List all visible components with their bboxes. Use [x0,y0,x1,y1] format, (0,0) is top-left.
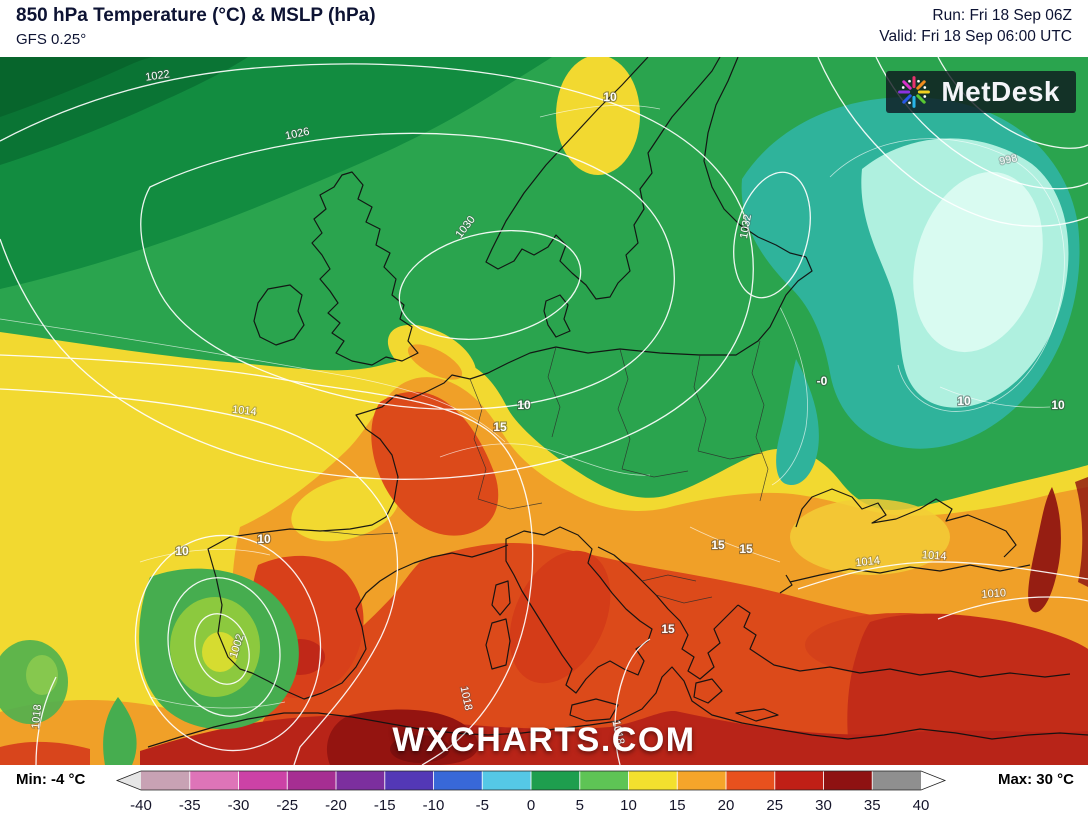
colorbar-tick-label: -15 [374,797,396,814]
colorbar-tip-right [921,771,945,790]
colorbar-segment [872,771,921,790]
metdesk-logo-text: MetDesk [941,76,1060,107]
colorbar-tick-label: 25 [766,797,783,814]
metdesk-logo: MetDesk [886,71,1076,113]
isobar-label: 1022 [145,68,171,83]
temp-label: 15 [493,420,507,434]
page-title: 850 hPa Temperature (°C) & MSLP (hPa) [16,5,376,26]
watermark: WXCHARTS.COM [392,721,696,759]
isobar-lines [0,56,1088,766]
isobar-label: 998 [998,152,1018,168]
colorbar-segment [384,771,434,790]
colorbar-tick-label: -10 [423,797,445,814]
colorbar-tick-label: -35 [179,797,201,814]
model-label: GFS 0.25° [16,31,87,48]
temp-label: 10 [603,90,617,104]
colorbar-segment [726,771,775,790]
colorbar-tick-label: 15 [669,797,686,814]
colorbar-tick-label: 0 [527,797,535,814]
isobar-label: 1014 [232,404,258,418]
temperature-field [0,55,1088,765]
coastlines [147,56,1088,748]
temp-label: 15 [711,538,725,552]
temp-label: 10 [957,394,971,408]
valid-label: Valid: Fri 18 Sep 06:00 UTC [879,28,1072,45]
colorbar-tick-label: 5 [576,797,584,814]
colorbar-tick-label: -30 [228,797,250,814]
colorbar-segment [433,771,483,790]
country-borders [321,340,769,604]
colorbar-tick-label: 10 [620,797,637,814]
colorbar-segment [238,771,288,790]
temp-label: 10 [517,398,531,412]
metdesk-star-icon [898,76,931,108]
colorbar: -40 -35 -30 -25 -20 -15 -10 -5 0 5 10 15 20 25 30 35 40 [115,770,947,814]
colorbar-segment [774,771,824,790]
colorbar-max-label: Max: 30 °C [997,771,1074,788]
run-info: Run: Fri 18 Sep 06Z Valid: Fri 18 Sep 06… [879,5,1072,47]
legend-footer: -40 -35 -30 -25 -20 -15 -10 -5 0 5 10 15 20 25 30 35 40 … [0,765,1088,833]
isobar-label: 1032 [738,213,754,239]
colorbar-segment [531,771,580,790]
temp-label: 10 [257,532,271,546]
colorbar-segment [141,771,190,790]
colorbar-outline [115,770,947,791]
colorbar-segment [336,771,385,790]
colorbar-tick-label: 20 [718,797,735,814]
colorbar-tick-label: 30 [815,797,832,814]
colorbar-segment [287,771,336,790]
colorbar-segment [482,771,531,790]
colorbar-tick-label: -25 [276,797,298,814]
temp-contour-lines [0,104,1065,709]
header: 850 hPa Temperature (°C) & MSLP (hPa) GF… [0,0,1088,57]
weather-map: 1022 1026 1030 1032 998 1014 1002 1018 1018 1018 1… [0,55,1088,766]
colorbar-segment [677,771,726,790]
colorbar-tick-label: -20 [325,797,347,814]
colorbar-min-label: Min: -4 °C [16,771,86,788]
isobar-label: 1014 [855,555,881,569]
temp-label: 10 [175,544,189,558]
colorbar-segment [823,771,873,790]
isobar-label: 1014 [922,549,947,563]
isobar-label: 1010 [981,587,1006,601]
isobar-label: 1018 [30,704,44,730]
colorbar-tick-label: -5 [476,797,489,814]
temp-label: -0 [817,374,828,388]
colorbar-tick-label: 40 [913,797,930,814]
colorbar-segment [189,771,239,790]
run-label: Run: Fri 18 Sep 06Z [932,7,1072,24]
temp-label: 15 [739,542,753,556]
colorbar-segment [579,771,629,790]
temp-label: 15 [661,622,675,636]
colorbar-segment [628,771,678,790]
colorbar-tick-label: 35 [864,797,881,814]
colorbar-tick-label: -40 [130,797,152,814]
temp-label: 10 [1051,398,1065,412]
colorbar-tip-left [117,771,141,790]
